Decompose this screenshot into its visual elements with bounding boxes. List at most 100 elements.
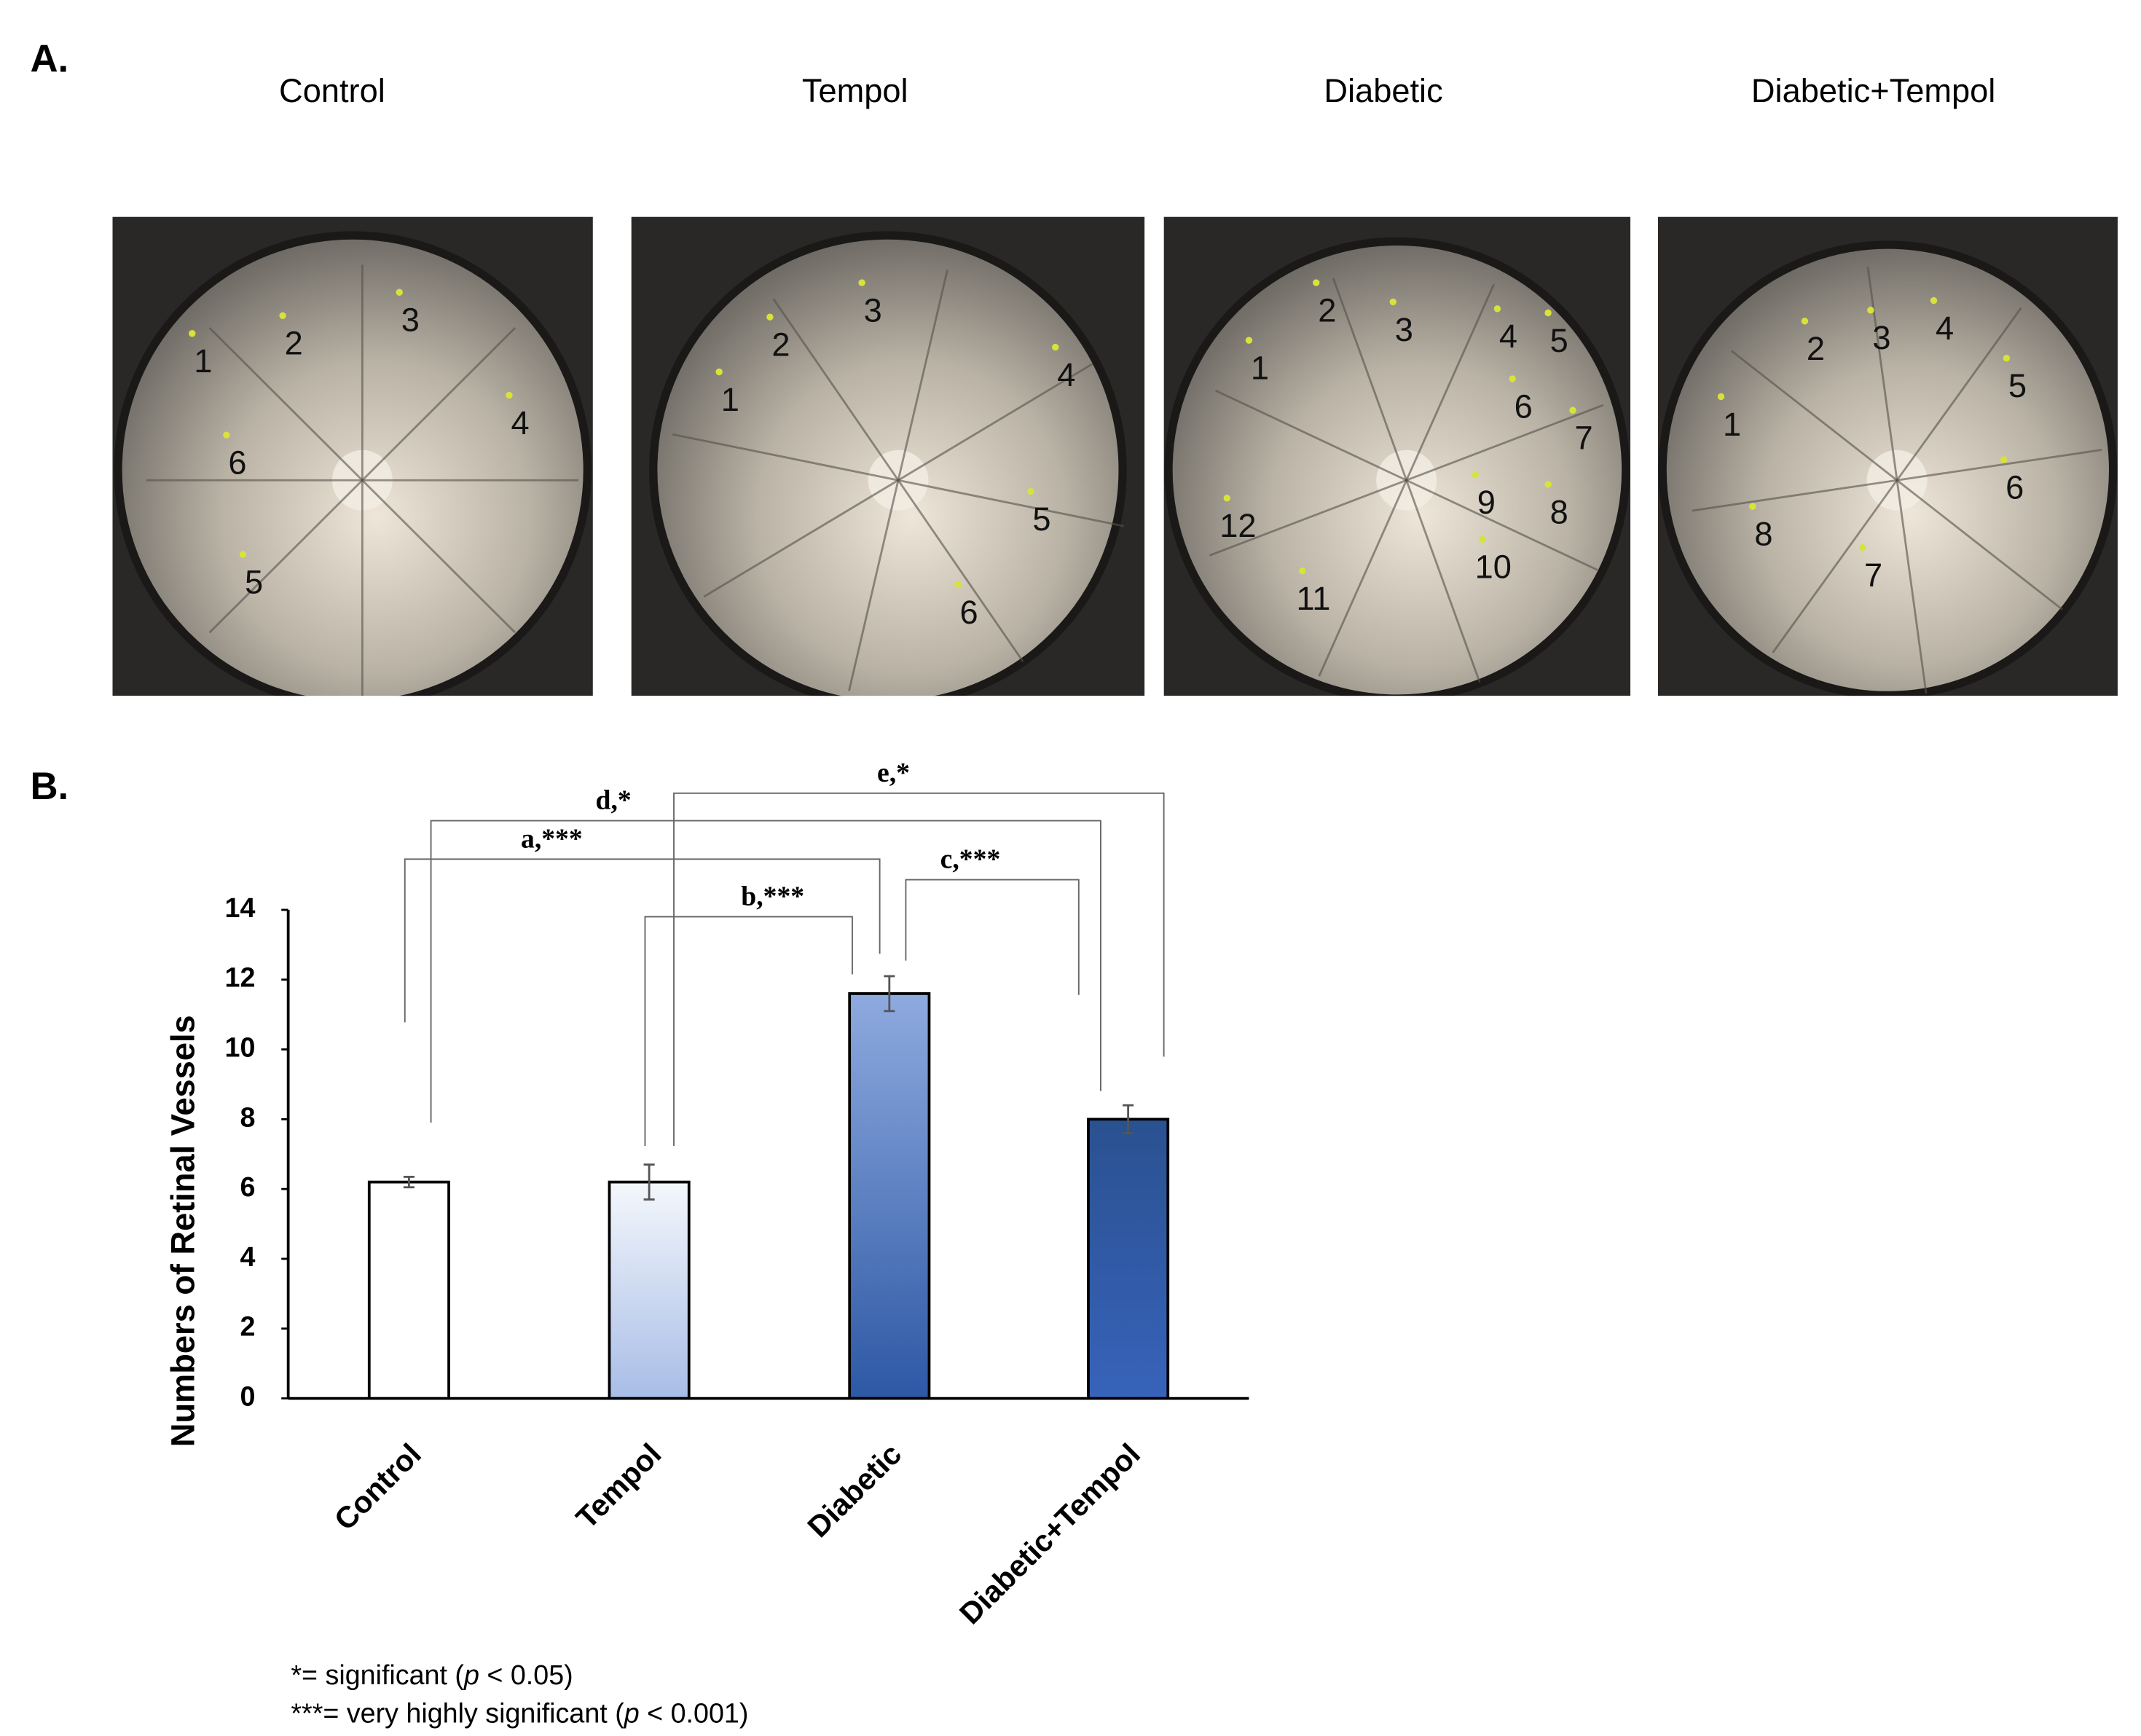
vessel-number: 3 [1872,319,1890,356]
vessel-dot [1313,279,1320,286]
vessel-number: 3 [1395,311,1413,348]
footnote: ***= very highly significant (p < 0.001) [291,1698,748,1729]
vessel-dot [1867,307,1874,314]
footnote-part: p [624,1698,640,1729]
vessel [361,327,516,482]
vessel [1896,449,2102,482]
vessel-dot [1245,337,1253,344]
vessel-number: 6 [960,594,978,631]
vessel-number: 4 [511,404,529,441]
vessel-number: 1 [721,381,739,418]
bracket [430,820,1101,1123]
vessel [848,479,900,691]
y-tick-label: 2 [240,1311,255,1342]
vessel-number: 2 [771,326,790,364]
y-tick-label: 0 [240,1381,255,1412]
vessel [1896,479,2064,610]
footnote-part: p [463,1660,479,1690]
vessel-number: 1 [194,342,212,380]
vessel [1405,479,1481,683]
vessel-dot [2003,354,2011,362]
vessel-number: 4 [1057,356,1075,393]
significance-label: b,*** [741,881,804,912]
vessel [208,327,364,482]
vessel-dot [506,391,513,399]
vessel [361,479,516,634]
y-tick-label: 10 [225,1032,256,1063]
x-tick-label: Control [327,1437,427,1536]
vessel-number: 5 [1550,322,1568,359]
vessel-number: 1 [1251,350,1269,387]
vessel [897,269,948,481]
vessel-number: 2 [1318,291,1336,329]
vessel-dot [1930,296,1938,305]
vessel-number: 7 [1575,420,1593,457]
photo-title: Control [279,72,385,109]
vessel [1214,389,1407,482]
significance-label: a,*** [521,823,583,854]
footnote-part: ***= very highly significant ( [291,1698,624,1729]
photo-title: Tempol [802,72,908,109]
vessel [1866,267,1898,481]
vessel [1406,404,1604,482]
vessel [1209,479,1407,557]
bar [608,1180,691,1400]
vessel-dot [1858,543,1866,551]
vessel-number: 5 [1032,500,1050,538]
vessel-dot [1493,305,1501,313]
bracket [673,792,1165,1146]
vessel-dot [1299,567,1306,575]
vessel [672,433,899,482]
vessel [897,479,1024,662]
vessel-dot [1389,298,1396,306]
vessel-number: 5 [2008,367,2027,404]
x-tick-label: Tempol [569,1437,667,1535]
photo-title: Diabetic+Tempol [1751,72,1995,109]
vessel-dot [1478,535,1486,543]
vessel-dot [858,279,865,286]
error-bar [884,975,895,1013]
vessel-number: 8 [1754,516,1772,553]
vessel-dot [189,330,196,337]
bar [367,1180,450,1400]
bracket [905,879,1080,995]
vessel [1896,480,1928,694]
significance-label: e,* [877,758,910,788]
error-bar [403,1175,415,1189]
vessel [703,479,899,598]
panel-label: A. [30,38,68,81]
vessel [1692,479,1898,512]
error-bar [1123,1104,1134,1134]
vessel-dot [1027,487,1034,495]
vessel-dot [1569,406,1576,414]
y-tick-label: 4 [240,1241,255,1272]
vessel-number: 5 [245,563,263,600]
vessel [1332,278,1408,481]
significance-label: d,* [596,785,632,816]
photo [1657,216,2118,696]
photo [1163,216,1631,696]
vessel-dot [239,551,247,558]
bracket [644,916,853,1146]
vessel-number: 2 [285,325,303,362]
vessel [1731,350,1898,482]
vessel-dot [1223,495,1230,502]
photo [631,216,1145,696]
x-tick-label: Diabetic+Tempol [953,1437,1147,1630]
error-bar [643,1163,655,1201]
vessel [1405,283,1495,481]
vessel [1772,479,1898,653]
bar [848,992,931,1400]
vessel-dot [715,368,723,376]
vessel-dot [396,288,403,296]
vessel-dot [954,581,962,589]
vessel-dot [1472,471,1479,479]
bracket [404,858,881,1023]
vessel-number: 8 [1550,493,1568,530]
significance-label: c,*** [940,844,1001,875]
y-axis-label: Numbers of Retinal Vessels [164,1015,201,1447]
vessel-dot [1717,393,1725,401]
vessel-dot [1801,318,1809,325]
vessel-dot [1509,375,1516,382]
vessel-dot [766,313,774,321]
